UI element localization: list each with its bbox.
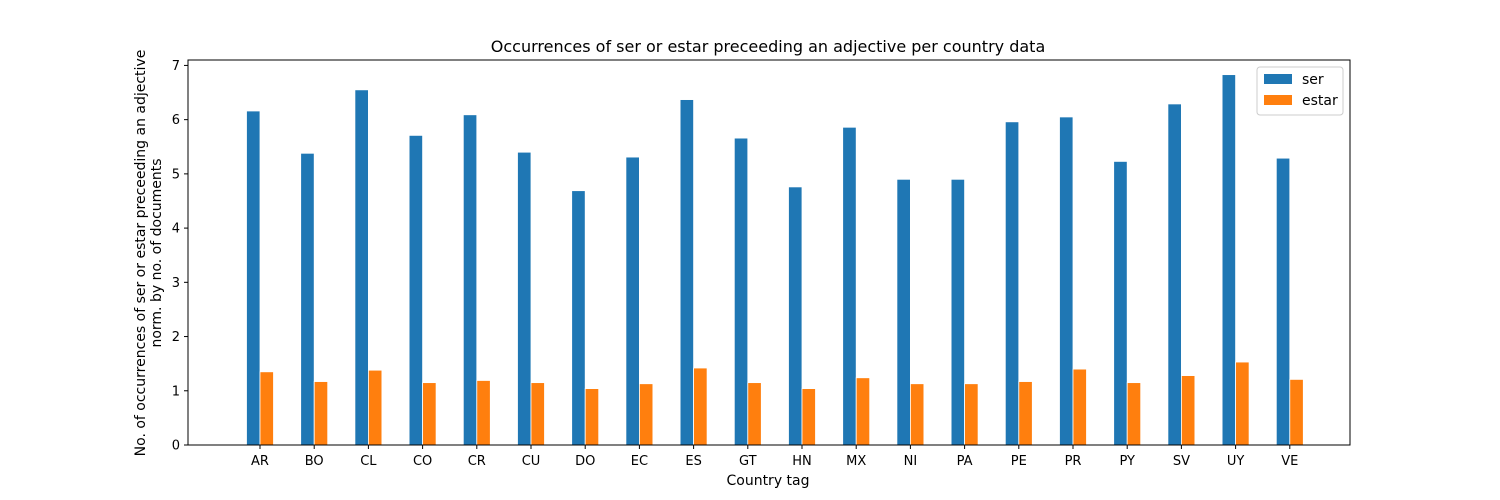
bar-ser-DO [571, 190, 586, 446]
y-axis-label-line1: No. of occurrences of ser or estar prece… [133, 50, 149, 457]
bar-ser-SV [1167, 103, 1182, 446]
y-tick-label-7: 7 [172, 59, 180, 74]
bar-estar-PY [1126, 382, 1142, 446]
bar-estar-CU [530, 382, 545, 446]
bar-ser-ES [679, 99, 694, 446]
x-tick-label-EC: EC [631, 454, 648, 469]
plot-frame [187, 59, 1351, 446]
x-axis-ticks: AR BO CL CO CR CU DO EC ES GT HN MX NI PA PE PR PY SV UY VE [251, 445, 1298, 469]
y-axis-label-line2: norm. by no. of documents [149, 158, 165, 347]
x-tick-label-ES: ES [685, 454, 701, 469]
bar-ser-PR [1059, 116, 1074, 446]
bar-ser-CO [408, 134, 424, 446]
x-tick-label-CU: CU [522, 454, 541, 469]
y-tick-label-4: 4 [172, 222, 180, 237]
bar-estar-NI [910, 383, 925, 446]
x-tick-label-HN: HN [792, 454, 812, 469]
bar-estar-PA [964, 383, 979, 446]
x-tick-label-CO: CO [413, 454, 432, 469]
bar-ser-PY [1113, 161, 1128, 446]
bar-estar-MX [855, 377, 871, 446]
bar-estar-EC [639, 383, 654, 446]
bar-estar-PE [1018, 381, 1033, 446]
bar-ser-PA [950, 178, 965, 446]
bar-estar-ES [693, 367, 708, 446]
bar-estar-BO [313, 381, 329, 446]
y-axis-ticks: 0 1 2 3 4 5 6 7 [172, 59, 188, 454]
y-tick-label-6: 6 [172, 113, 180, 128]
x-tick-label-AR: AR [251, 454, 269, 469]
bar-estar-DO [584, 388, 600, 446]
x-tick-label-VE: VE [1281, 454, 1298, 469]
y-tick-label-5: 5 [172, 167, 180, 182]
x-tick-label-DO: DO [575, 454, 595, 469]
x-tick-label-BO: BO [305, 454, 324, 469]
y-tick-label-0: 0 [172, 439, 180, 454]
x-tick-label-MX: MX [846, 454, 866, 469]
legend: ser estar [1256, 66, 1344, 116]
bar-ser-HN [788, 186, 803, 446]
bar-estar-CO [422, 382, 437, 446]
legend-swatch-ser [1264, 74, 1292, 84]
x-tick-label-CR: CR [468, 454, 486, 469]
bar-estar-GT [747, 382, 762, 446]
bars-group [246, 74, 1304, 446]
bar-estar-CR [476, 380, 491, 446]
bar-ser-GT [733, 137, 749, 446]
chart-title: Occurrences of ser or estar preceeding a… [491, 37, 1046, 56]
bar-estar-CL [367, 369, 383, 446]
y-tick-label-2: 2 [172, 330, 180, 345]
bar-estar-VE [1289, 378, 1304, 446]
bar-ser-VE [1275, 157, 1291, 446]
bar-estar-PR [1072, 368, 1087, 446]
x-tick-label-SV: SV [1173, 454, 1190, 469]
bar-ser-MX [842, 126, 857, 446]
x-tick-label-PR: PR [1065, 454, 1082, 469]
bar-ser-EC [625, 156, 640, 446]
x-tick-label-PY: PY [1119, 454, 1135, 469]
x-tick-label-UY: UY [1227, 454, 1245, 469]
bar-ser-CL [354, 89, 369, 446]
y-tick-label-1: 1 [172, 384, 180, 399]
bar-estar-SV [1181, 375, 1196, 446]
y-tick-label-3: 3 [172, 276, 180, 291]
bar-ser-PE [1004, 121, 1020, 446]
bar-ser-UY [1221, 74, 1236, 446]
bar-estar-UY [1235, 361, 1250, 446]
y-axis-label: No. of occurrences of ser or estar prece… [133, 50, 165, 457]
legend-label-estar: estar [1302, 93, 1338, 109]
bar-ser-CU [517, 151, 532, 446]
x-tick-label-GT: GT [739, 454, 757, 469]
bar-estar-AR [259, 371, 274, 446]
x-tick-label-PE: PE [1011, 454, 1027, 469]
x-tick-label-CL: CL [360, 454, 377, 469]
x-tick-label-PA: PA [957, 454, 973, 469]
bar-ser-NI [896, 178, 911, 446]
legend-swatch-estar [1264, 95, 1292, 105]
legend-label-ser: ser [1302, 72, 1324, 88]
x-tick-label-NI: NI [904, 454, 918, 469]
bar-estar-HN [801, 388, 816, 446]
bar-ser-CR [462, 114, 478, 446]
bar-ser-BO [300, 152, 315, 446]
x-axis-label: Country tag [726, 473, 809, 489]
bar-ser-AR [246, 110, 261, 446]
